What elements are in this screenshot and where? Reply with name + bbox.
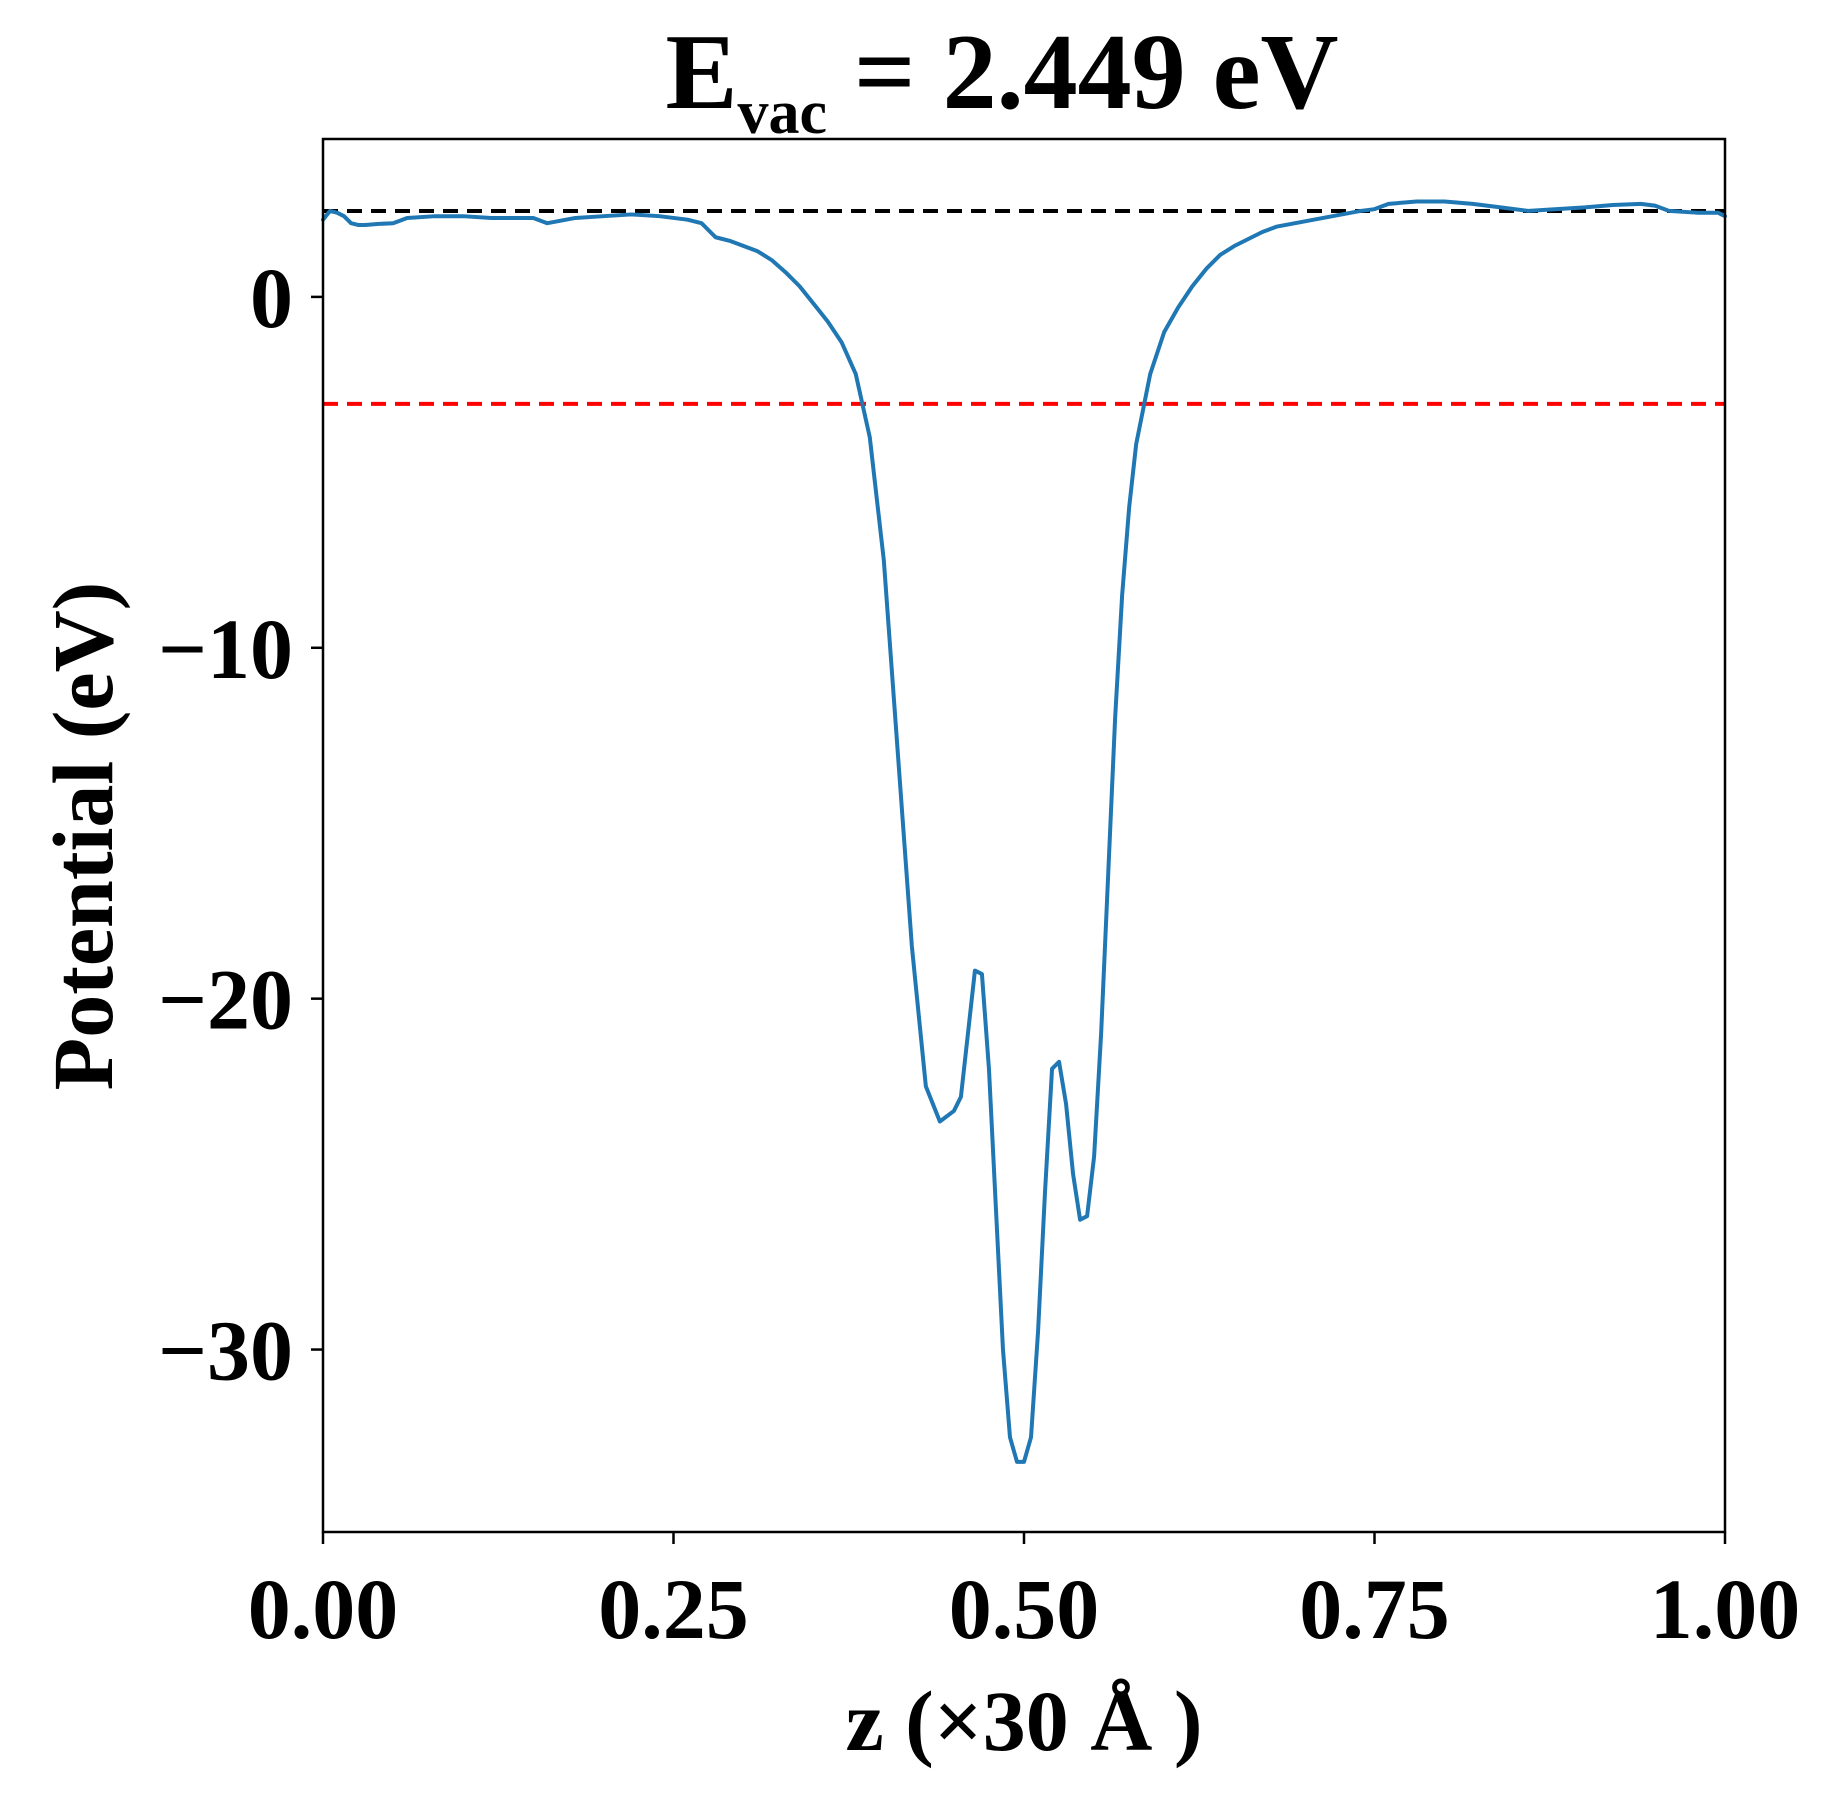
x-tick-label: 0.50	[949, 1561, 1100, 1657]
x-tick-label: 1.00	[1650, 1561, 1801, 1657]
x-axis-label: z (×30 Å )	[845, 1673, 1202, 1769]
y-tick-label: −10	[158, 601, 293, 697]
x-tick-label: 0.00	[248, 1561, 399, 1657]
reference-lines	[323, 208, 1725, 406]
y-tick-label: −20	[158, 952, 293, 1048]
title-prefix: E	[665, 13, 737, 132]
x-tick-label: 0.75	[1299, 1561, 1450, 1657]
y-axis-label: Potential (eV)	[35, 582, 131, 1091]
series-line-0	[321, 199, 1727, 1464]
title-suffix: = 2.449 eV	[827, 13, 1338, 132]
title-subscript: vac	[738, 79, 828, 147]
x-axis-ticks: 0.00 0.25 0.50 0.75 1.00	[248, 1532, 1801, 1657]
y-tick-label: 0	[250, 250, 293, 346]
x-tick-label: 0.25	[598, 1561, 749, 1657]
chart-title: Evac = 2.449 eV	[665, 13, 1338, 147]
series-layer	[321, 199, 1727, 1464]
y-axis-ticks: 0 −10 −20 −30	[158, 250, 323, 1399]
y-tick-label: −30	[158, 1303, 293, 1399]
